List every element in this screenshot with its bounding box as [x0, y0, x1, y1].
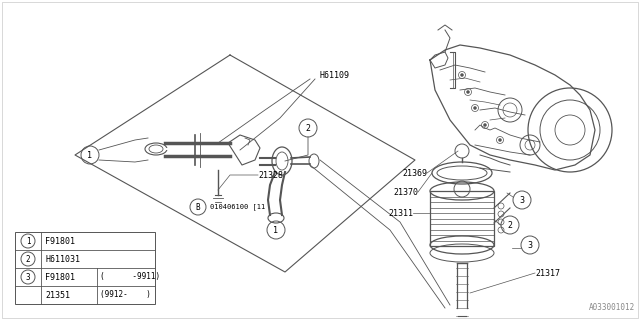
Bar: [15, 232, 155, 304]
Text: 21369: 21369: [402, 169, 427, 178]
Text: F91801: F91801: [45, 273, 75, 282]
Text: 1: 1: [26, 236, 30, 245]
Text: 2: 2: [508, 220, 513, 229]
Text: B: B: [196, 203, 200, 212]
Circle shape: [499, 139, 502, 141]
Text: 21311: 21311: [388, 209, 413, 218]
Text: 1: 1: [88, 150, 93, 159]
Text: 3: 3: [527, 241, 532, 250]
Text: 3: 3: [26, 273, 30, 282]
Text: F91801: F91801: [45, 236, 75, 245]
Text: 010406100 [11: 010406100 [11: [210, 204, 265, 210]
Circle shape: [474, 107, 477, 109]
Text: 21317: 21317: [535, 268, 560, 277]
Text: (9912-    ): (9912- ): [100, 291, 151, 300]
Text: 21351: 21351: [45, 291, 70, 300]
Text: H611031: H611031: [45, 254, 80, 263]
Text: 3: 3: [520, 196, 525, 204]
Text: 2: 2: [26, 254, 30, 263]
Text: (      -9911): ( -9911): [100, 273, 160, 282]
Circle shape: [467, 91, 470, 93]
Circle shape: [461, 74, 463, 76]
Circle shape: [483, 124, 486, 126]
Text: H61109: H61109: [320, 70, 350, 79]
Text: 1: 1: [273, 226, 278, 235]
Text: 2: 2: [305, 124, 310, 132]
Bar: [430, 191, 494, 246]
Text: 21370: 21370: [393, 188, 418, 196]
Text: A033001012: A033001012: [589, 303, 635, 312]
Text: 21328: 21328: [258, 171, 283, 180]
